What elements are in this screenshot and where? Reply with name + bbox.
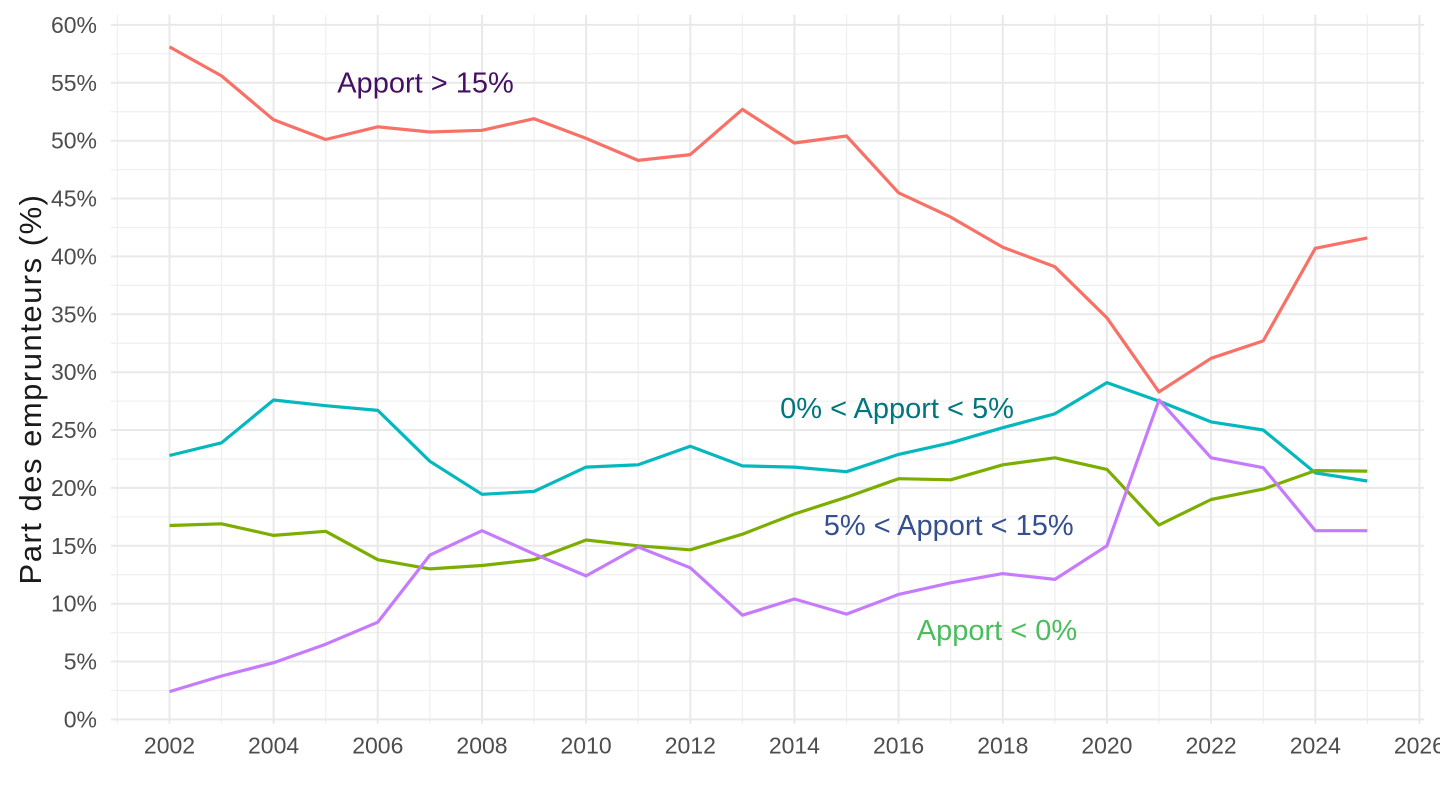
svg-text:2008: 2008 [456, 733, 507, 759]
svg-text:10%: 10% [51, 591, 97, 617]
svg-text:50%: 50% [51, 128, 97, 154]
svg-text:2026: 2026 [1394, 733, 1440, 759]
svg-text:40%: 40% [51, 243, 97, 269]
svg-text:55%: 55% [51, 70, 97, 96]
svg-text:2020: 2020 [1081, 733, 1132, 759]
svg-text:25%: 25% [51, 417, 97, 443]
svg-text:2012: 2012 [665, 733, 716, 759]
svg-text:2006: 2006 [352, 733, 403, 759]
svg-text:5%: 5% [64, 649, 97, 675]
svg-text:2004: 2004 [248, 733, 299, 759]
svg-text:2014: 2014 [769, 733, 820, 759]
svg-text:2018: 2018 [977, 733, 1028, 759]
svg-text:2010: 2010 [561, 733, 612, 759]
svg-text:60%: 60% [51, 12, 97, 38]
svg-text:30%: 30% [51, 359, 97, 385]
svg-text:2002: 2002 [144, 733, 195, 759]
svg-text:Apport < 0%: Apport < 0% [917, 615, 1077, 647]
svg-text:2024: 2024 [1290, 733, 1341, 759]
svg-text:Part des emprunteurs (%): Part des emprunteurs (%) [13, 194, 48, 585]
svg-text:2022: 2022 [1186, 733, 1237, 759]
svg-text:45%: 45% [51, 186, 97, 212]
svg-text:15%: 15% [51, 533, 97, 559]
svg-text:5% < Apport < 15%: 5% < Apport < 15% [824, 510, 1074, 542]
svg-text:Apport > 15%: Apport > 15% [337, 68, 514, 100]
svg-text:20%: 20% [51, 475, 97, 501]
svg-text:35%: 35% [51, 301, 97, 327]
svg-text:0% < Apport < 5%: 0% < Apport < 5% [780, 393, 1014, 425]
svg-text:0%: 0% [64, 706, 97, 732]
svg-text:2016: 2016 [873, 733, 924, 759]
